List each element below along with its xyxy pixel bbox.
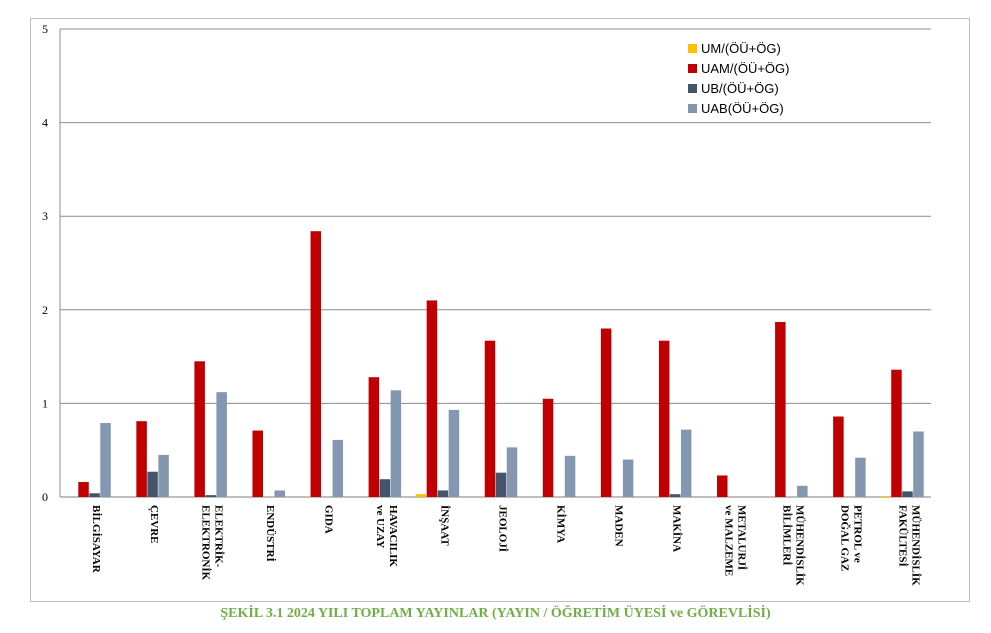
bar-2-10 bbox=[600, 328, 612, 497]
x-tick-label-line: BİLİMLERİ bbox=[780, 505, 792, 566]
x-tick-label-line: ve UZAY bbox=[374, 505, 386, 548]
bar-2-9 bbox=[542, 398, 554, 497]
y-tick-label: 0 bbox=[42, 490, 48, 504]
legend-swatch bbox=[688, 43, 697, 53]
legend-label: UAB(ÖÜ+ÖG) bbox=[701, 100, 784, 116]
bar-2-3 bbox=[194, 361, 205, 497]
bar-4-10 bbox=[622, 459, 634, 497]
bar-4-4 bbox=[274, 490, 285, 497]
bar-2-15 bbox=[891, 369, 902, 497]
bar-2-11 bbox=[658, 340, 670, 497]
bar-4-6 bbox=[390, 390, 402, 497]
x-tick-label-line: BİLGİSAYAR bbox=[90, 505, 102, 574]
x-tick-label: İNŞAAT bbox=[438, 505, 450, 546]
legend-swatch bbox=[688, 63, 697, 73]
legend-label: UB/(ÖÜ+ÖG) bbox=[701, 80, 779, 96]
y-tick-label: 1 bbox=[42, 396, 48, 410]
bar-3-7 bbox=[437, 490, 449, 497]
bar-4-14 bbox=[855, 457, 866, 497]
bar-3-6 bbox=[379, 479, 391, 497]
chart-legend: UM/(ÖÜ+ÖG) UAM/(ÖÜ+ÖG) UB/(ÖÜ+ÖG) UAB(ÖÜ+ÖG… bbox=[688, 38, 789, 118]
x-tick-label: JEOLOJİ bbox=[497, 505, 509, 552]
chart-plot: 0 1 2 3 4 5 BİLGİSAYAR ÇEVRE ELEKTRİK-ELEKTRONİK… bbox=[42, 22, 931, 586]
bar-3-15 bbox=[902, 491, 913, 497]
x-tick-label-line: ÇEVRE bbox=[148, 505, 160, 544]
x-tick-label: ELEKTRİK-ELEKTRONİK bbox=[200, 505, 225, 581]
bar-2-8 bbox=[484, 340, 496, 497]
x-tick-label-line: İNŞAAT bbox=[438, 505, 450, 546]
x-tick-label-line: ENDÜSTRİ bbox=[264, 505, 277, 562]
bar-2-4 bbox=[252, 430, 263, 497]
bar-4-11 bbox=[680, 429, 692, 497]
bar-2-12 bbox=[717, 475, 728, 497]
bar-2-14 bbox=[833, 416, 844, 497]
x-tick-label-line: GIDA bbox=[322, 505, 334, 534]
x-tick-label: ÇEVRE bbox=[148, 505, 160, 544]
bar-1-7 bbox=[415, 494, 427, 497]
bar-3-1 bbox=[89, 493, 100, 497]
x-tick-label: MAKİNA bbox=[671, 505, 683, 552]
bar-2-7 bbox=[426, 300, 438, 497]
bar-4-13 bbox=[797, 485, 808, 497]
bar-3-8 bbox=[495, 472, 507, 497]
bar-2-5 bbox=[310, 231, 322, 497]
bar-2-2 bbox=[136, 421, 147, 497]
bar-4-9 bbox=[564, 455, 576, 497]
x-tick-label-line: METALURJİ bbox=[735, 505, 747, 570]
x-tick-label: MADEN bbox=[613, 505, 625, 547]
figure-caption: ŞEKİL 3.1 2024 YILI TOPLAM YAYINLAR (YAY… bbox=[220, 606, 771, 621]
x-tick-label-line: MADEN bbox=[613, 505, 625, 547]
bar-4-1 bbox=[100, 423, 111, 497]
bar-3-3 bbox=[205, 495, 216, 497]
bar-4-15 bbox=[913, 431, 924, 497]
bar-2-13 bbox=[775, 321, 786, 497]
legend-swatch bbox=[688, 83, 697, 93]
x-tick-label-line: MAKİNA bbox=[671, 505, 683, 552]
legend-item: UAM/(ÖÜ+ÖG) bbox=[688, 58, 789, 78]
x-tick-label-line: ve MALZEME bbox=[722, 505, 734, 576]
x-tick-label-line: ELEKTRONİK bbox=[200, 505, 212, 581]
x-tick-label-line: MÜHENDİSLİK bbox=[909, 505, 922, 586]
x-tick-label-line: MÜHENDİSLİK bbox=[793, 505, 806, 586]
bar-2-6 bbox=[368, 377, 380, 497]
x-tick-label-line: KİMYA bbox=[555, 505, 567, 543]
x-tick-label-line: ELEKTRİK- bbox=[213, 505, 225, 568]
chart-frame bbox=[30, 18, 970, 602]
bar-3-11 bbox=[669, 494, 681, 497]
legend-item: UB/(ÖÜ+ÖG) bbox=[688, 78, 789, 98]
bar-1-15 bbox=[880, 496, 891, 497]
bar-4-8 bbox=[506, 447, 518, 497]
legend-label: UM/(ÖÜ+ÖG) bbox=[701, 40, 781, 56]
bar-4-5 bbox=[332, 439, 344, 497]
y-tick-label: 3 bbox=[42, 209, 48, 223]
x-tick-label: BİLGİSAYAR bbox=[90, 505, 102, 574]
bar-2-1 bbox=[78, 482, 89, 497]
x-tick-label: GIDA bbox=[322, 505, 334, 534]
y-tick-label: 5 bbox=[42, 22, 48, 36]
bar-4-7 bbox=[448, 409, 460, 497]
legend-item: UM/(ÖÜ+ÖG) bbox=[688, 38, 789, 58]
x-tick-label: ENDÜSTRİ bbox=[264, 505, 277, 562]
y-tick-label: 4 bbox=[42, 116, 48, 130]
bar-4-2 bbox=[158, 454, 169, 497]
x-tick-label-line: FAKÜLTESİ bbox=[896, 505, 909, 567]
legend-item: UAB(ÖÜ+ÖG) bbox=[688, 98, 789, 118]
x-tick-label-line: HAVACILIK bbox=[387, 505, 399, 567]
legend-swatch bbox=[688, 103, 697, 113]
x-tick-label-line: PETROL ve bbox=[851, 505, 863, 563]
bar-4-3 bbox=[216, 392, 227, 497]
x-tick-label-line: JEOLOJİ bbox=[497, 505, 509, 552]
x-tick-label-line: DOĞAL GAZ bbox=[838, 505, 851, 571]
bar-3-2 bbox=[147, 471, 158, 497]
legend-label: UAM/(ÖÜ+ÖG) bbox=[701, 60, 790, 76]
x-tick-label: KİMYA bbox=[555, 505, 567, 543]
y-tick-label: 2 bbox=[42, 303, 48, 317]
